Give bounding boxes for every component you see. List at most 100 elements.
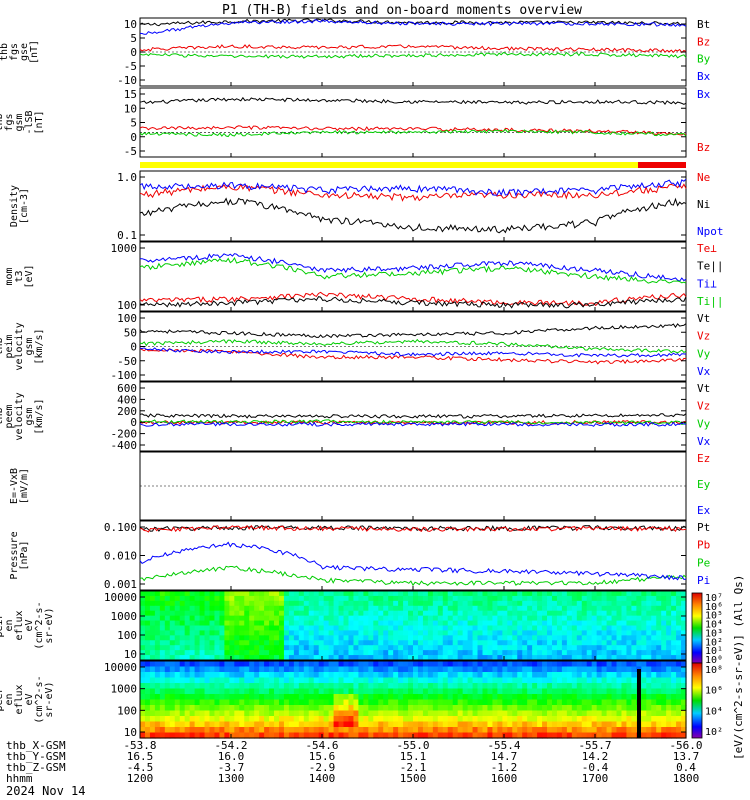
spectrogram-cell bbox=[656, 721, 662, 728]
spectrogram-cell bbox=[328, 595, 335, 602]
spectrogram-cell bbox=[631, 716, 637, 723]
spectrogram-cell bbox=[636, 595, 642, 602]
spectrogram-cell bbox=[576, 610, 583, 617]
spectrogram-cell bbox=[283, 666, 290, 673]
spectrogram-cell bbox=[144, 620, 151, 627]
spectrogram-cell bbox=[274, 705, 280, 712]
spectrogram-cell bbox=[413, 661, 419, 668]
spectrogram-cell bbox=[179, 645, 186, 651]
spectrogram-cell bbox=[611, 716, 618, 723]
spectrogram-cell bbox=[259, 645, 265, 651]
spectrogram-cell bbox=[517, 645, 523, 651]
spectrogram-cell bbox=[403, 640, 409, 646]
spectrogram-cell bbox=[154, 645, 161, 651]
spectrogram-cell bbox=[164, 591, 171, 597]
spectrogram-cell bbox=[343, 677, 350, 684]
spectrogram-cell bbox=[378, 677, 384, 684]
spectrogram-cell bbox=[328, 635, 335, 641]
spectrogram-cell bbox=[432, 655, 439, 661]
spectrogram-cell bbox=[641, 727, 647, 734]
spectrogram-cell bbox=[566, 615, 573, 622]
spectrogram-cell bbox=[462, 630, 469, 636]
spectrogram-cell bbox=[368, 661, 374, 668]
spectrogram-cell bbox=[274, 645, 280, 651]
spectrogram-cell bbox=[427, 727, 434, 734]
spectrogram-cell bbox=[338, 625, 345, 632]
spectrogram-cell bbox=[283, 595, 290, 602]
spectrogram-cell bbox=[308, 645, 315, 651]
spectrogram-cell bbox=[388, 625, 394, 632]
spectrogram-cell bbox=[512, 699, 518, 706]
spectrogram-cell bbox=[507, 688, 513, 695]
spectrogram-cell bbox=[189, 666, 196, 673]
spectrogram-cell bbox=[447, 655, 454, 661]
spectrogram-cell bbox=[249, 620, 255, 627]
spectrogram-cell bbox=[442, 630, 449, 636]
spectrogram-cell bbox=[432, 645, 439, 651]
spectrogram-cell bbox=[492, 666, 498, 673]
spectrogram-cell bbox=[532, 727, 538, 734]
spectrogram-cell bbox=[576, 645, 583, 651]
spectrogram-cell bbox=[283, 661, 290, 668]
spectrogram-cell bbox=[482, 705, 489, 712]
spectrogram-cell bbox=[522, 721, 528, 728]
spectrogram-cell bbox=[601, 661, 608, 668]
spectrogram-cell bbox=[427, 595, 434, 602]
spectrogram-cell bbox=[254, 655, 260, 661]
spectrogram-cell bbox=[303, 705, 310, 712]
spectrogram-cell bbox=[254, 683, 260, 690]
spectrogram-cell bbox=[487, 635, 494, 641]
spectrogram-cell bbox=[179, 694, 186, 701]
spectrogram-cell bbox=[348, 699, 355, 706]
spectrogram-cell bbox=[586, 620, 593, 627]
spectrogram-cell bbox=[144, 595, 151, 602]
spectrogram-cell bbox=[229, 672, 235, 679]
spectrogram-cell bbox=[393, 635, 399, 641]
spectrogram-cell bbox=[298, 677, 305, 684]
spectrogram-cell bbox=[164, 645, 171, 651]
spectrogram-cell bbox=[452, 672, 459, 679]
legend-label: Ni bbox=[697, 198, 710, 211]
spectrogram-cell bbox=[656, 672, 662, 679]
spectrogram-cell bbox=[219, 666, 225, 673]
spectrogram-cell bbox=[323, 620, 330, 627]
spectrogram-cell bbox=[661, 620, 667, 627]
spectrogram-cell bbox=[338, 716, 345, 723]
spectrogram-cell bbox=[373, 635, 379, 641]
spectrogram-cell bbox=[492, 683, 498, 690]
spectrogram-cell bbox=[338, 635, 345, 641]
spectrogram-cell bbox=[283, 615, 290, 622]
spectrogram-cell bbox=[661, 699, 667, 706]
spectrogram-cell bbox=[432, 595, 439, 602]
spectrogram-cell bbox=[164, 655, 171, 661]
spectrogram-cell bbox=[234, 677, 240, 684]
spectrogram-cell bbox=[561, 591, 568, 597]
spectrogram-cell bbox=[442, 591, 449, 597]
spectrogram-cell bbox=[199, 699, 206, 706]
spectrogram-cell bbox=[288, 716, 295, 723]
spectrogram-cell bbox=[631, 591, 637, 597]
spectrogram-cell bbox=[502, 732, 508, 739]
spectrogram-cell bbox=[338, 610, 345, 617]
spectrogram-cell bbox=[422, 699, 429, 706]
spectrogram-cell bbox=[274, 699, 280, 706]
spectrogram-cell bbox=[576, 683, 583, 690]
spectrogram-cell bbox=[408, 732, 414, 739]
spectrogram-cell bbox=[492, 727, 498, 734]
spectrogram-cell bbox=[576, 677, 583, 684]
spectrogram-cell bbox=[318, 666, 325, 673]
spectrogram-cell bbox=[417, 721, 424, 728]
spectrogram-cell bbox=[264, 605, 270, 612]
legend-label: Ti⊥ bbox=[697, 277, 717, 290]
spectrogram-cell bbox=[442, 705, 449, 712]
spectrogram-cell bbox=[606, 625, 613, 632]
spectrogram-cell bbox=[204, 672, 211, 679]
spectrogram-cell bbox=[388, 705, 394, 712]
spectrogram-cell bbox=[413, 610, 419, 617]
spectrogram-cell bbox=[671, 610, 677, 617]
y-axis-label-line: gsm bbox=[14, 113, 25, 131]
spectrogram-cell bbox=[288, 661, 295, 668]
spectrogram-cell bbox=[527, 727, 533, 734]
spectrogram-cell bbox=[259, 721, 265, 728]
spectrogram-cell bbox=[656, 710, 662, 717]
